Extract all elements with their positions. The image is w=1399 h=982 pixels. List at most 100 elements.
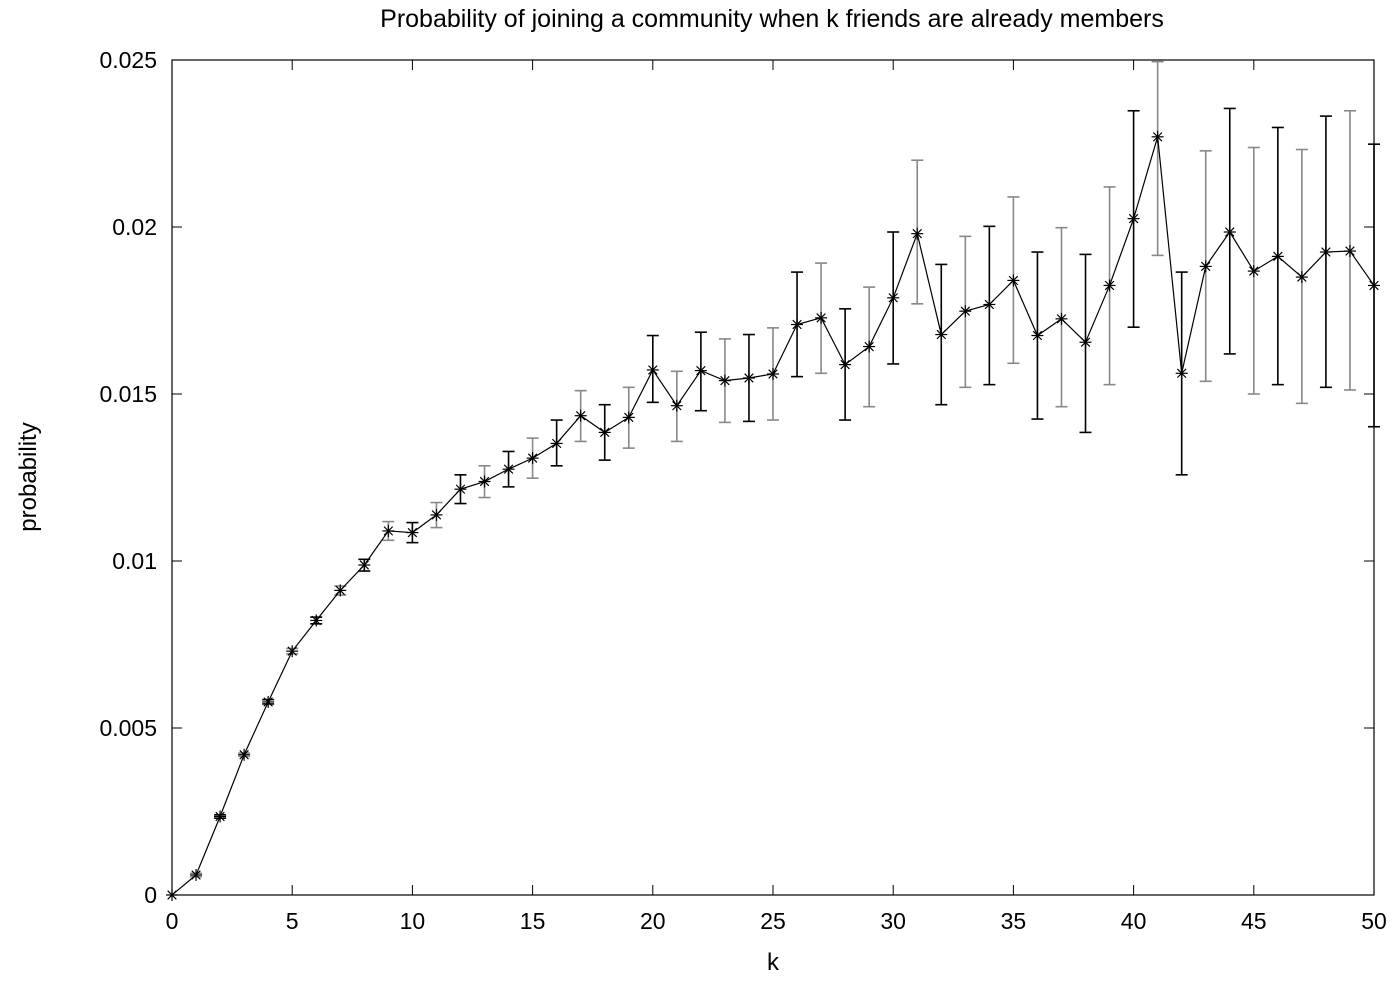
marker-stroke [191,870,201,880]
marker-stroke [1104,280,1115,291]
data-point [262,695,275,708]
marker-stroke [984,299,995,310]
marker-stroke [527,453,538,463]
marker-stroke [912,228,922,239]
data-point [214,810,227,823]
data-point [574,409,587,422]
data-point [1319,246,1332,259]
data-point [286,645,299,658]
data-point [1368,279,1380,292]
x-tick-label: 20 [640,908,666,934]
data-point [1223,226,1236,239]
data-point [502,463,515,476]
data-point [1247,265,1260,278]
data-point [983,298,996,311]
data-point [767,367,779,380]
marker-stroke [335,585,346,596]
marker-stroke [720,375,730,386]
marker-stroke [936,329,947,340]
data-point [430,508,443,521]
data-point [1175,367,1188,380]
marker-stroke [1249,266,1259,276]
marker-stroke [359,560,370,570]
x-tick-label: 10 [400,908,426,934]
data-point [911,227,924,240]
x-tick-label: 50 [1361,908,1387,934]
marker-stroke [1176,368,1187,379]
data-point [863,340,876,353]
data-point [478,475,491,488]
marker-stroke [792,319,802,330]
data-point [190,868,203,881]
data-point [742,371,755,384]
marker-stroke [1369,280,1379,291]
data-point [382,524,395,537]
marker-stroke [599,427,610,438]
marker-stroke [479,476,490,487]
marker-stroke [1056,314,1067,324]
data-point [1079,336,1092,349]
data-point [887,291,900,304]
y-axis: 0 0.005 0.01 0.015 0.02 0.025 [99,47,1374,908]
data-point [935,328,948,341]
marker-stroke [1080,337,1091,347]
y-tick-label: 0.01 [112,548,157,574]
marker-stroke [263,697,273,707]
marker-stroke [167,890,177,900]
x-axis: 0 5 10 15 20 25 30 35 40 45 50 [166,60,1387,934]
data-point [1151,130,1164,143]
data-point [1031,329,1044,342]
data-point [334,584,347,597]
data-point [358,559,371,572]
marker-stroke [672,400,682,411]
marker-stroke [431,510,442,520]
data-point [238,748,251,761]
data-point [1199,260,1212,273]
data-point [791,318,804,331]
marker-stroke [960,306,971,316]
marker-stroke [1297,272,1307,282]
x-tick-label: 35 [1001,908,1027,934]
marker-stroke [840,359,850,370]
marker-stroke [696,365,706,376]
data-point [166,889,178,901]
x-tick-label: 15 [520,908,546,934]
series-layer [166,130,1380,901]
data-point [1271,250,1284,263]
x-tick-label: 0 [166,908,179,934]
marker-stroke [1128,213,1139,224]
marker-stroke [1321,247,1331,257]
marker-stroke [311,615,321,626]
marker-stroke [575,410,586,421]
marker-stroke [1200,261,1211,272]
data-point [1343,245,1356,258]
data-point [622,411,635,424]
marker-stroke [407,527,418,538]
marker-stroke [215,811,225,822]
marker-stroke [1345,246,1355,256]
marker-stroke [383,526,394,536]
marker-stroke [1032,330,1043,341]
y-tick-label: 0.02 [112,214,157,240]
error-bar [1151,60,1164,257]
x-tick-label: 30 [880,908,906,934]
marker-stroke [287,646,297,656]
y-tick-label: 0.025 [99,47,157,73]
data-point [310,614,323,627]
chart-title: Probability of joining a community when … [380,5,1164,33]
plot-frame [171,59,1375,896]
data-point [1007,274,1020,287]
marker-stroke [1152,132,1163,142]
series-line [171,136,1375,896]
marker-stroke [816,313,826,323]
x-tick-label: 40 [1121,908,1147,934]
marker-stroke [503,464,514,474]
marker-stroke [768,369,778,379]
marker-stroke [1225,227,1235,237]
marker-stroke [648,365,658,375]
data-point [839,358,852,371]
errorbar-layer [190,60,1380,878]
data-point [959,305,972,318]
marker-stroke [864,341,874,352]
